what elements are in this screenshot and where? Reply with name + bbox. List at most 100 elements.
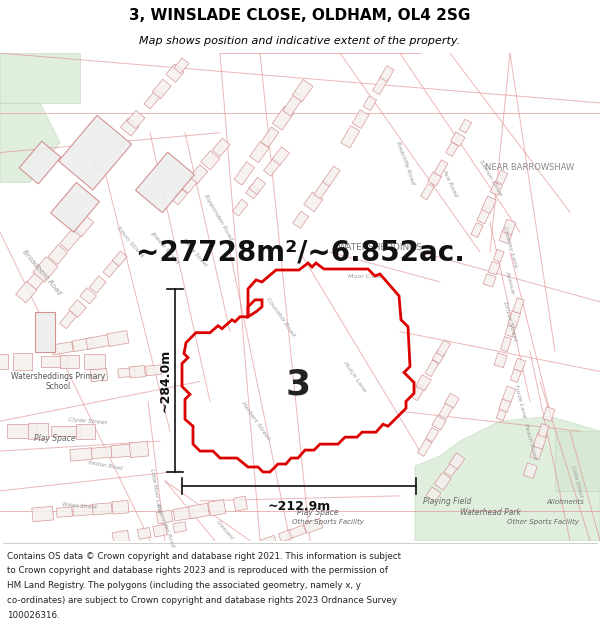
Polygon shape bbox=[304, 518, 323, 533]
Polygon shape bbox=[293, 211, 309, 229]
Polygon shape bbox=[416, 374, 431, 391]
Polygon shape bbox=[201, 151, 220, 170]
Polygon shape bbox=[523, 463, 537, 478]
Polygon shape bbox=[69, 300, 86, 318]
Polygon shape bbox=[16, 281, 37, 303]
Text: Avenue: Avenue bbox=[505, 270, 515, 294]
Polygon shape bbox=[7, 424, 37, 438]
Text: Ripponden Road: Ripponden Road bbox=[203, 194, 233, 241]
Polygon shape bbox=[314, 180, 330, 199]
Polygon shape bbox=[446, 142, 458, 156]
Polygon shape bbox=[121, 118, 139, 136]
Polygon shape bbox=[106, 135, 125, 152]
Text: 100026316.: 100026316. bbox=[7, 611, 60, 619]
Polygon shape bbox=[33, 257, 58, 282]
Polygon shape bbox=[421, 184, 434, 200]
Polygon shape bbox=[494, 353, 507, 367]
Polygon shape bbox=[510, 369, 521, 382]
Polygon shape bbox=[103, 261, 119, 278]
Polygon shape bbox=[72, 338, 94, 352]
Text: Jowett Street: Jowett Street bbox=[150, 230, 180, 264]
Polygon shape bbox=[52, 342, 73, 355]
Polygon shape bbox=[449, 453, 465, 469]
Polygon shape bbox=[0, 103, 60, 182]
Polygon shape bbox=[542, 407, 555, 421]
Polygon shape bbox=[127, 111, 145, 129]
Polygon shape bbox=[48, 245, 68, 264]
Polygon shape bbox=[19, 141, 61, 184]
Text: Coda Street: Coda Street bbox=[571, 464, 584, 498]
Polygon shape bbox=[112, 501, 129, 514]
Polygon shape bbox=[508, 311, 521, 328]
Text: Play Space: Play Space bbox=[34, 434, 76, 442]
Text: ~27728m²/~6.852ac.: ~27728m²/~6.852ac. bbox=[136, 238, 464, 266]
Text: Crowley Lane: Crowley Lane bbox=[502, 226, 518, 268]
Polygon shape bbox=[514, 358, 526, 372]
Polygon shape bbox=[292, 79, 313, 102]
Polygon shape bbox=[477, 206, 491, 224]
Polygon shape bbox=[352, 110, 369, 128]
Polygon shape bbox=[60, 354, 79, 369]
Text: Keston Road: Keston Road bbox=[88, 461, 122, 471]
Text: Pierce Street: Pierce Street bbox=[182, 237, 208, 268]
Polygon shape bbox=[445, 393, 459, 408]
Polygon shape bbox=[92, 151, 111, 171]
Polygon shape bbox=[233, 496, 247, 511]
Polygon shape bbox=[50, 182, 100, 232]
Polygon shape bbox=[212, 138, 230, 157]
Polygon shape bbox=[538, 424, 549, 438]
Polygon shape bbox=[60, 228, 82, 251]
Polygon shape bbox=[41, 356, 68, 367]
Text: Peach Road: Peach Road bbox=[523, 422, 537, 459]
Polygon shape bbox=[425, 360, 439, 377]
Polygon shape bbox=[502, 386, 515, 402]
Text: Hutch Lane: Hutch Lane bbox=[343, 361, 367, 392]
Text: Furze Lane: Furze Lane bbox=[513, 384, 527, 419]
Polygon shape bbox=[488, 261, 500, 275]
Polygon shape bbox=[530, 442, 544, 459]
Text: ~212.9m: ~212.9m bbox=[268, 500, 331, 513]
Text: 3: 3 bbox=[286, 368, 311, 402]
Polygon shape bbox=[51, 426, 80, 436]
Text: Play Space: Play Space bbox=[297, 508, 339, 518]
Text: Wales Street: Wales Street bbox=[62, 502, 98, 510]
Polygon shape bbox=[190, 165, 208, 184]
Polygon shape bbox=[234, 162, 254, 185]
Polygon shape bbox=[432, 416, 446, 430]
Text: Driver Street: Driver Street bbox=[502, 301, 518, 342]
Polygon shape bbox=[428, 172, 442, 186]
Text: NEAR BARROWSHAW: NEAR BARROWSHAW bbox=[485, 163, 575, 172]
Polygon shape bbox=[555, 431, 600, 491]
Polygon shape bbox=[35, 312, 55, 352]
Polygon shape bbox=[260, 535, 277, 549]
Text: HM Land Registry. The polygons (including the associated geometry, namely x, y: HM Land Registry. The polygons (includin… bbox=[7, 581, 361, 590]
Polygon shape bbox=[70, 448, 92, 461]
Polygon shape bbox=[341, 126, 360, 148]
Polygon shape bbox=[27, 268, 48, 289]
Polygon shape bbox=[112, 251, 127, 266]
Polygon shape bbox=[91, 447, 112, 459]
Polygon shape bbox=[493, 249, 504, 262]
Text: ~284.0m: ~284.0m bbox=[159, 349, 172, 412]
Polygon shape bbox=[152, 79, 171, 99]
Polygon shape bbox=[112, 530, 130, 545]
Polygon shape bbox=[304, 192, 323, 212]
Polygon shape bbox=[0, 354, 8, 369]
Polygon shape bbox=[181, 175, 199, 193]
Polygon shape bbox=[263, 158, 280, 176]
Polygon shape bbox=[58, 116, 131, 190]
Polygon shape bbox=[232, 199, 248, 216]
Polygon shape bbox=[76, 424, 95, 439]
Polygon shape bbox=[434, 472, 451, 490]
Polygon shape bbox=[533, 433, 547, 449]
Text: Other Sports Facility: Other Sports Facility bbox=[292, 519, 364, 525]
Text: co-ordinates) are subject to Crown copyright and database rights 2023 Ordnance S: co-ordinates) are subject to Crown copyr… bbox=[7, 596, 397, 605]
Polygon shape bbox=[173, 522, 187, 532]
Polygon shape bbox=[153, 524, 167, 537]
Polygon shape bbox=[156, 510, 173, 524]
Text: Contains OS data © Crown copyright and database right 2021. This information is : Contains OS data © Crown copyright and d… bbox=[7, 552, 401, 561]
Polygon shape bbox=[500, 336, 511, 352]
Polygon shape bbox=[250, 142, 269, 162]
Polygon shape bbox=[56, 507, 73, 518]
Text: Map shows position and indicative extent of the property.: Map shows position and indicative extent… bbox=[139, 36, 461, 46]
